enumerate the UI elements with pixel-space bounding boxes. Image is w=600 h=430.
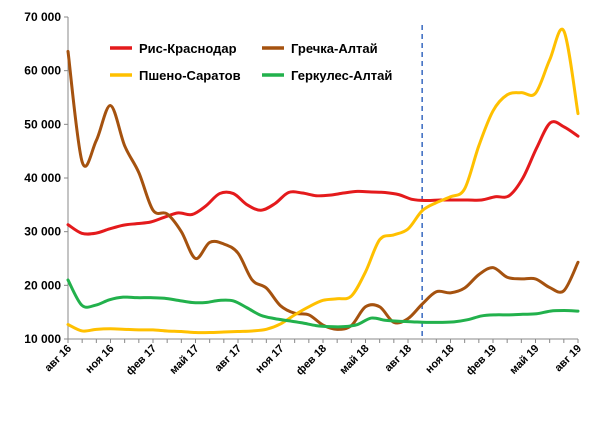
x-tick-label: ноя 16 — [83, 343, 116, 376]
series-line-buckwheat — [66, 49, 580, 331]
y-tick-label: 10 000 — [24, 332, 61, 346]
legend-label: Рис-Краснодар — [139, 41, 237, 56]
y-tick-label: 20 000 — [24, 278, 61, 292]
y-tick-label: 70 000 — [24, 10, 61, 24]
x-tick-label: фев 17 — [124, 343, 159, 378]
legend-label: Геркулес-Алтай — [291, 68, 392, 83]
y-tick-label: 60 000 — [24, 64, 61, 78]
series-line-oats — [66, 278, 580, 329]
y-tick-label: 50 000 — [24, 117, 61, 131]
legend-label: Гречка-Алтай — [291, 41, 378, 56]
x-tick-label: авг 17 — [212, 343, 244, 375]
y-tick-label: 30 000 — [24, 225, 61, 239]
x-tick-label: авг 19 — [552, 343, 584, 375]
legend-label: Пшено-Саратов — [139, 68, 241, 83]
x-tick-label: ноя 18 — [423, 343, 456, 376]
y-tick-label: 40 000 — [24, 171, 61, 185]
x-tick-label: фев 18 — [294, 343, 329, 378]
x-tick-label: фев 19 — [464, 343, 499, 378]
x-tick-label: авг 16 — [42, 343, 74, 375]
x-tick-label: авг 18 — [382, 343, 414, 375]
x-tick-label: май 19 — [508, 343, 542, 377]
x-tick-label: май 18 — [338, 343, 372, 377]
series-line-millet — [66, 27, 580, 335]
x-tick-label: ноя 17 — [253, 343, 286, 376]
series-line-rice — [66, 120, 580, 236]
x-tick-label: май 17 — [168, 343, 202, 377]
